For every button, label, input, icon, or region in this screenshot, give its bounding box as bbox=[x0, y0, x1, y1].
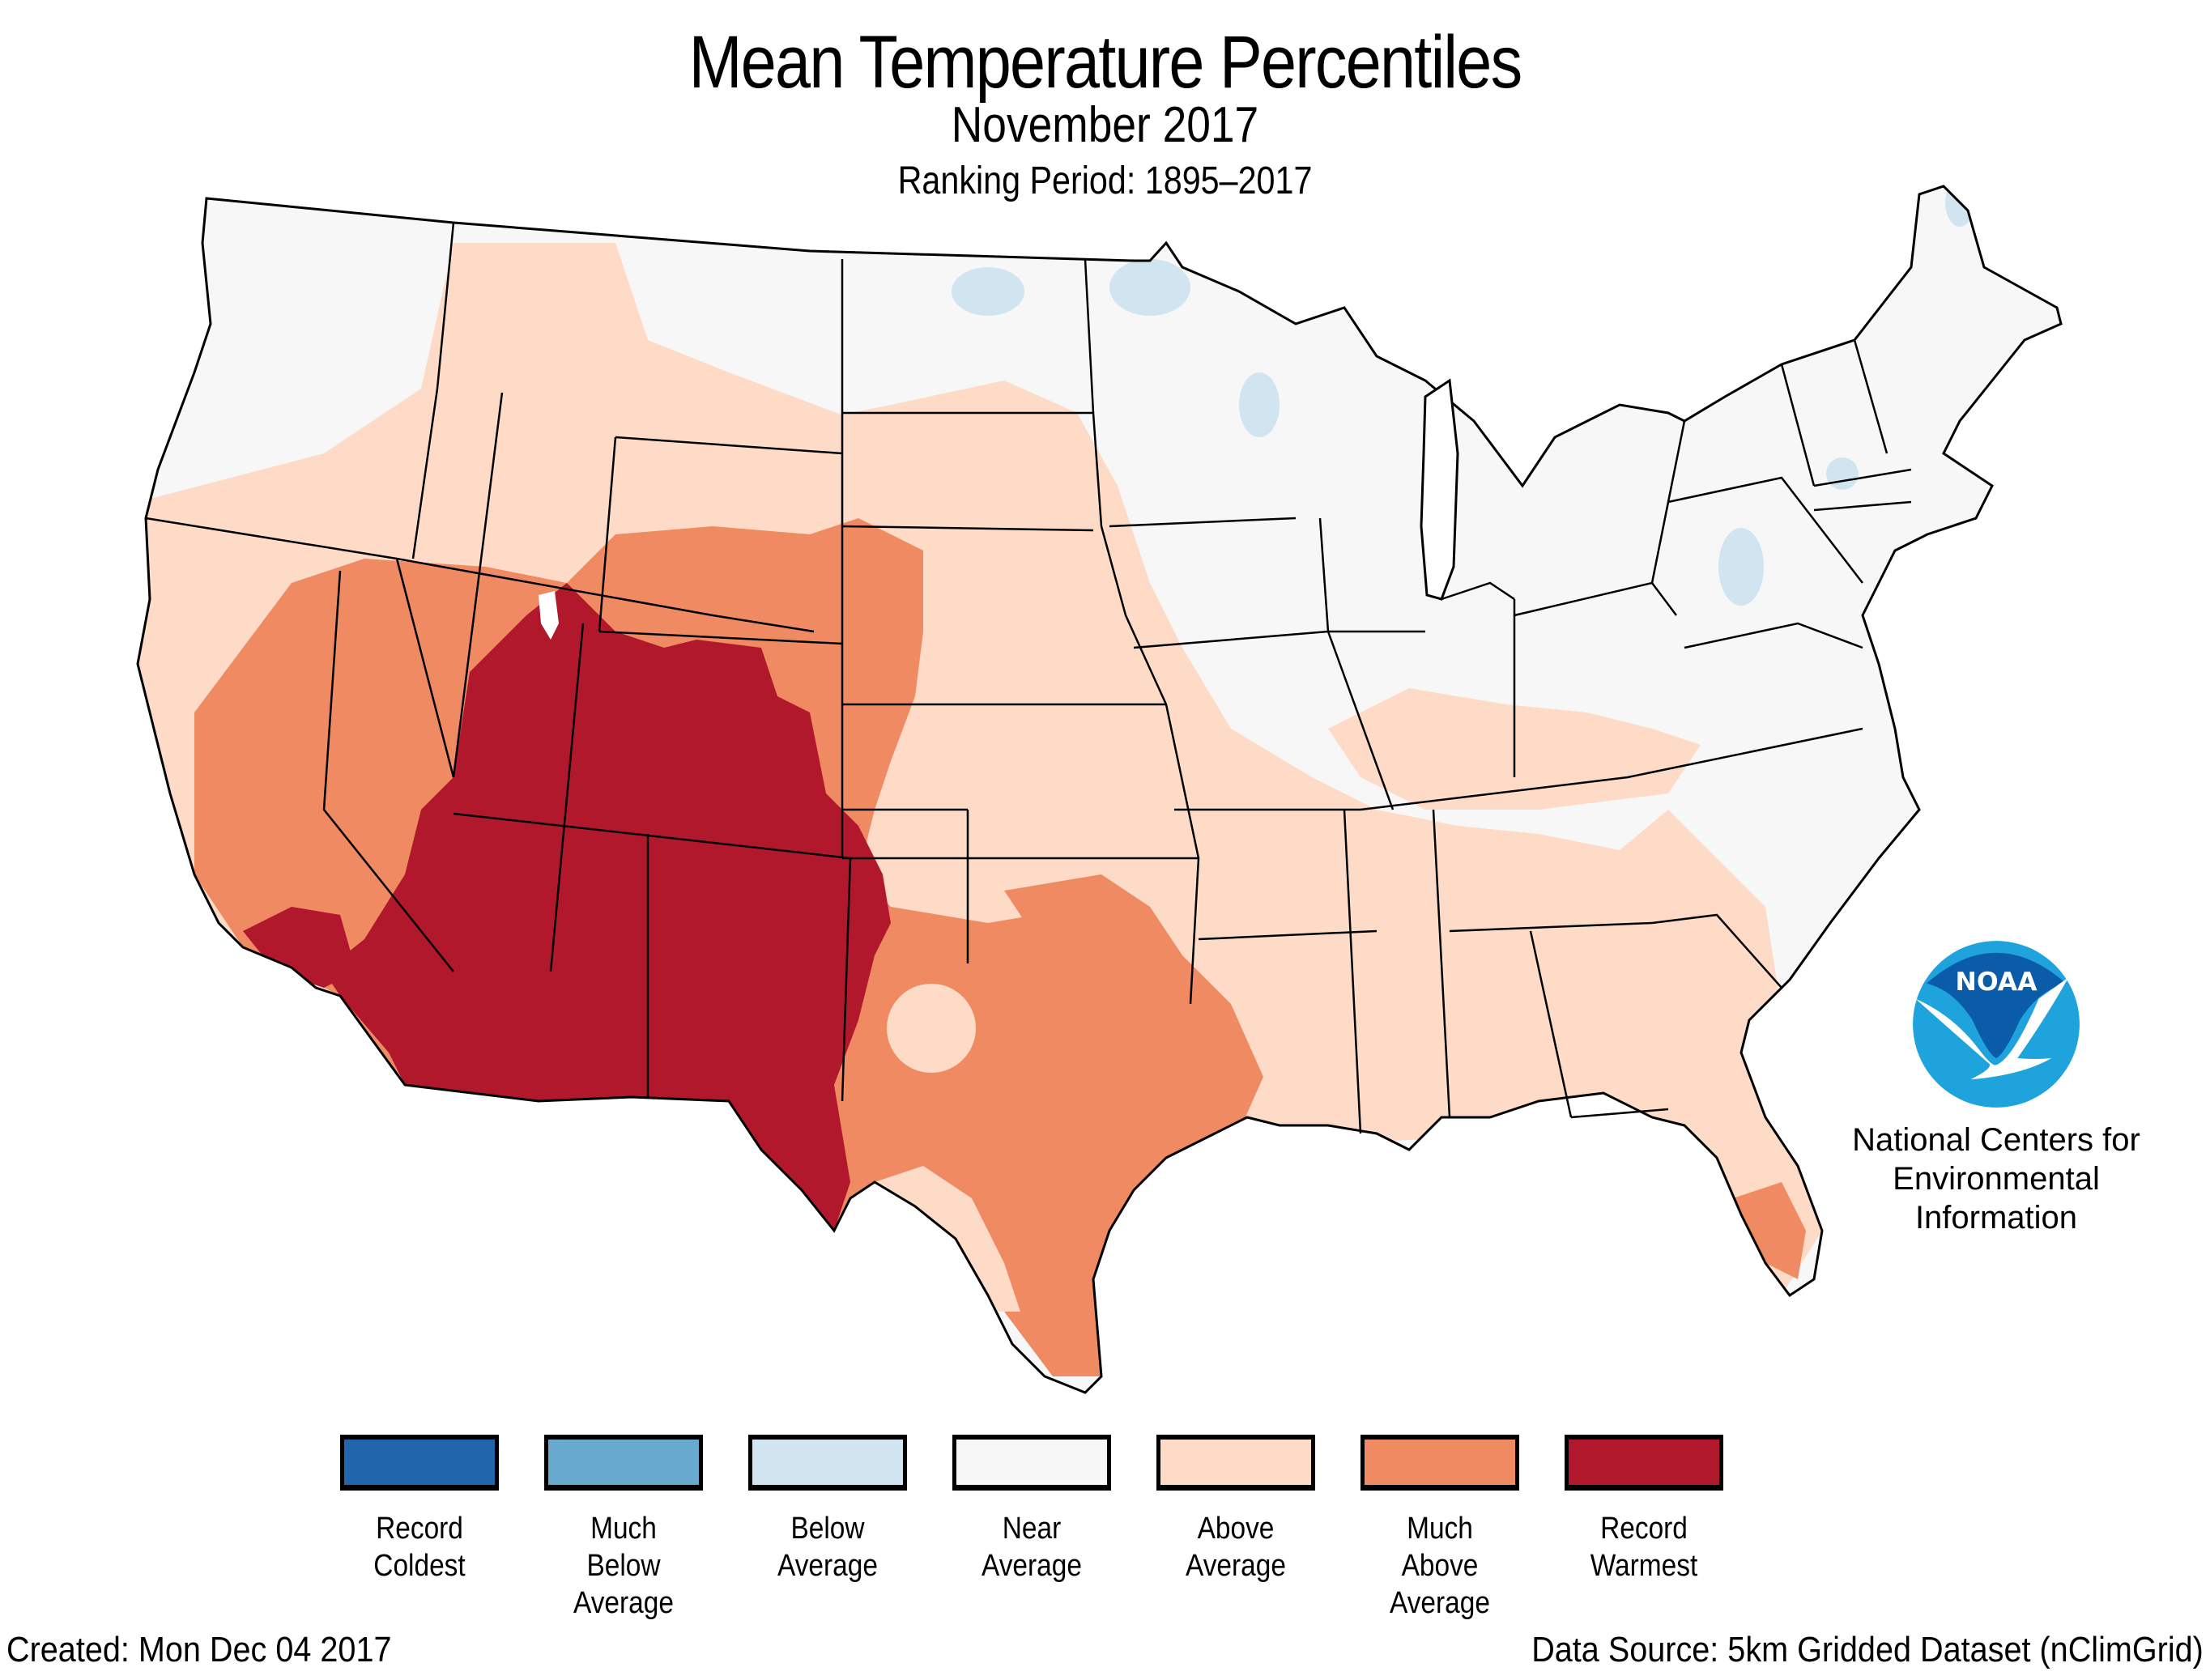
legend-label: Much Above Average bbox=[1390, 1512, 1490, 1620]
record-warmest-patch-socal bbox=[243, 907, 356, 988]
lake-michigan bbox=[1420, 378, 1459, 601]
legend-label: Record Warmest bbox=[1590, 1512, 1698, 1583]
legend-swatch-below-average bbox=[748, 1435, 907, 1491]
much-above-average-region-oklahoma bbox=[1004, 874, 1182, 972]
below-average-patch-minnesota bbox=[1109, 259, 1190, 316]
legend-label: Much Below Average bbox=[573, 1512, 674, 1620]
great-salt-lake bbox=[539, 591, 559, 640]
legend-item-below-average: Below Average bbox=[748, 1435, 907, 1584]
noaa-logo-text: NOAA bbox=[1955, 968, 2038, 997]
legend-swatch-near-average bbox=[952, 1435, 1111, 1491]
noaa-logo-icon: NOAA bbox=[1913, 941, 2080, 1108]
record-warmest-region bbox=[324, 583, 891, 1231]
legend-swatch-record-coldest bbox=[340, 1435, 499, 1491]
map-subtitle: November 2017 bbox=[951, 97, 1259, 153]
legend-item-near-average: Near Average bbox=[952, 1435, 1111, 1584]
legend-swatch-much-below-average bbox=[544, 1435, 703, 1491]
map-title: Mean Temperature Percentiles bbox=[688, 21, 1523, 104]
legend-item-record-warmest: Record Warmest bbox=[1565, 1435, 1723, 1584]
below-average-patch-wisconsin bbox=[1239, 372, 1280, 437]
ncei-branding: NOAA National Centers for Environmental … bbox=[1814, 939, 2178, 1237]
legend-swatch-record-warmest bbox=[1565, 1435, 1723, 1491]
legend-swatch-much-above-average bbox=[1360, 1435, 1519, 1491]
us-border-outline bbox=[136, 185, 2063, 1394]
ncei-line-3: Information bbox=[1914, 1200, 2078, 1236]
legend: Record Coldest Much Below Average Below … bbox=[0, 1435, 2210, 1620]
legend-item-record-coldest: Record Coldest bbox=[340, 1435, 499, 1584]
us-temperature-map bbox=[136, 185, 2063, 1394]
legend-label: Below Average bbox=[777, 1512, 878, 1583]
legend-swatch-above-average bbox=[1156, 1435, 1315, 1491]
ncei-line-2: Environmental bbox=[1893, 1161, 2100, 1197]
record-warmest-patch-houston bbox=[1143, 1225, 1165, 1261]
legend-label: Above Average bbox=[1186, 1512, 1286, 1583]
legend-item-much-below-average: Much Below Average bbox=[544, 1435, 703, 1622]
above-average-patch-texas bbox=[887, 984, 976, 1073]
legend-label: Record Coldest bbox=[373, 1512, 466, 1583]
legend-item-above-average: Above Average bbox=[1156, 1435, 1315, 1584]
much-above-average-region-florida bbox=[1733, 1182, 1806, 1279]
below-average-patch-north-dakota bbox=[952, 267, 1024, 316]
legend-item-much-above-average: Much Above Average bbox=[1360, 1435, 1519, 1622]
ncei-line-1: National Centers for bbox=[1852, 1122, 2140, 1158]
below-average-patch-pennsylvania bbox=[1718, 528, 1764, 606]
below-average-patch-new-york bbox=[1826, 457, 1859, 490]
ncei-org-name: National Centers for Environmental Infor… bbox=[1814, 1121, 2178, 1237]
created-date: Created: Mon Dec 04 2017 bbox=[6, 1630, 392, 1669]
data-source: Data Source: 5km Gridded Dataset (nClimG… bbox=[1531, 1630, 2204, 1669]
ranking-period: Ranking Period: 1895–2017 bbox=[897, 159, 1313, 202]
state-borders bbox=[145, 222, 1912, 1134]
above-average-region-rockies bbox=[421, 243, 858, 453]
legend-label: Near Average bbox=[982, 1512, 1082, 1583]
